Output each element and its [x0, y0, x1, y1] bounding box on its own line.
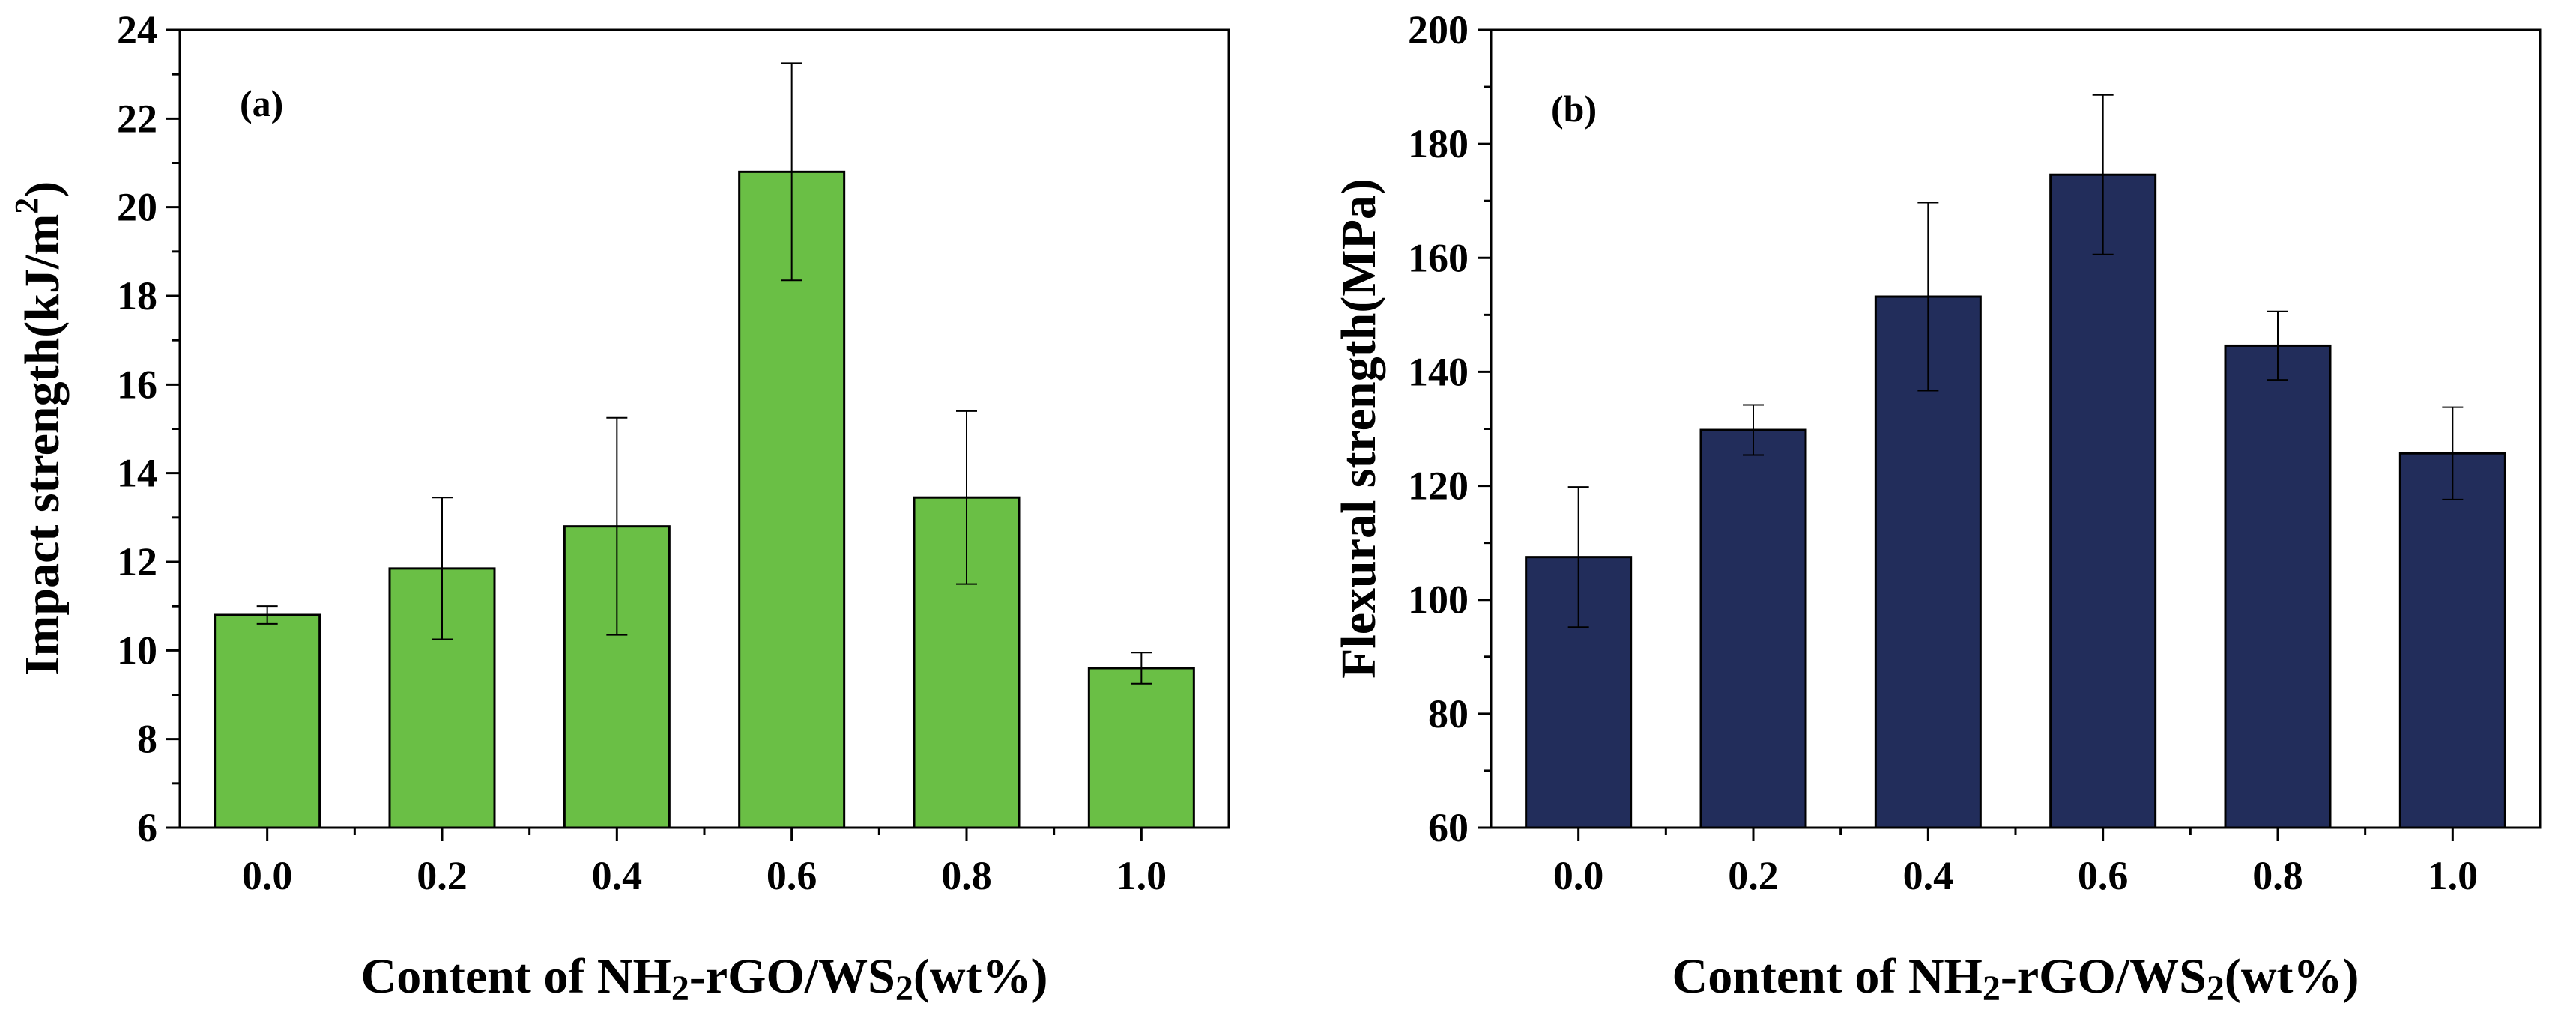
panel-b-x-axis-label: Content of NH2-rGO/WS2(wt%)	[1672, 949, 2359, 1008]
y-tick-label: 60	[1428, 805, 1469, 850]
y-tick-label: 140	[1408, 349, 1469, 394]
x-tick-label: 0.8	[2252, 853, 2303, 898]
panel-b-plot-frame	[1490, 28, 2542, 829]
panel-b-y-axis: 60 80 100 120 140 160 180 200	[1408, 7, 1491, 850]
panel-a-x-axis: 0.0 0.2 0.4 0.6 0.8 1.0	[242, 828, 1167, 898]
panel-b-flexural-strength: 60 80 100 120 140 160 180 200 0.0 0.2 0.4 0.6 0.8 1.…	[1331, 7, 2542, 1008]
panel-a-plot-frame	[178, 28, 1230, 829]
y-tick-label: 100	[1408, 578, 1469, 622]
y-tick-label: 6	[137, 805, 157, 850]
y-tick-label: 10	[117, 628, 157, 673]
bar	[2398, 452, 2506, 829]
x-tick-label: 1.0	[2428, 853, 2479, 898]
panel-b-bars	[1525, 94, 2506, 829]
panel-a-label: (a)	[240, 82, 283, 124]
x-tick-label: 0.6	[2078, 853, 2129, 898]
bar	[1699, 428, 1807, 829]
y-tick-label: 20	[117, 185, 157, 230]
bar	[2224, 344, 2332, 829]
x-tick-label: 0.4	[592, 853, 643, 898]
bar	[214, 613, 321, 829]
panel-a-y-axis: 6 8 10 12 14 16 18 20 22 24	[117, 7, 180, 850]
panel-b-y-axis-label: Flexural strength(MPa)	[1331, 178, 1386, 679]
panel-b-x-axis: 0.0 0.2 0.4 0.6 0.8 1.0	[1553, 828, 2478, 898]
x-tick-label: 0.2	[1728, 853, 1779, 898]
y-tick-label: 18	[117, 273, 157, 318]
y-tick-label: 80	[1428, 691, 1469, 736]
bar	[1087, 667, 1195, 829]
y-tick-label: 16	[117, 362, 157, 407]
x-tick-label: 0.4	[1903, 853, 1954, 898]
bar	[2049, 173, 2157, 829]
panel-a-impact-strength: 6 8 10 12 14 16 18 20 22 24 0.0 0.2 0.4 0.6 0.8 1.0 (a…	[8, 7, 1230, 1008]
y-tick-label: 200	[1408, 7, 1469, 52]
x-tick-label: 0.0	[242, 853, 293, 898]
x-tick-label: 0.2	[417, 853, 468, 898]
panel-a-y-axis-label: Impact strength(kJ/m2)	[8, 181, 70, 676]
y-tick-label: 24	[117, 7, 157, 52]
y-tick-label: 160	[1408, 235, 1469, 280]
x-tick-label: 0.8	[941, 853, 992, 898]
y-tick-label: 14	[117, 451, 157, 496]
y-tick-label: 12	[117, 539, 157, 584]
panel-b-label: (b)	[1551, 88, 1597, 130]
x-tick-label: 0.6	[767, 853, 817, 898]
y-tick-label: 180	[1408, 121, 1469, 166]
panel-a-bars	[214, 62, 1195, 829]
x-tick-label: 0.0	[1553, 853, 1604, 898]
y-tick-label: 8	[137, 717, 157, 762]
y-tick-label: 22	[117, 96, 157, 141]
y-tick-label: 120	[1408, 464, 1469, 509]
x-tick-label: 1.0	[1116, 853, 1167, 898]
panel-a-x-axis-label: Content of NH2-rGO/WS2(wt%)	[361, 949, 1048, 1008]
